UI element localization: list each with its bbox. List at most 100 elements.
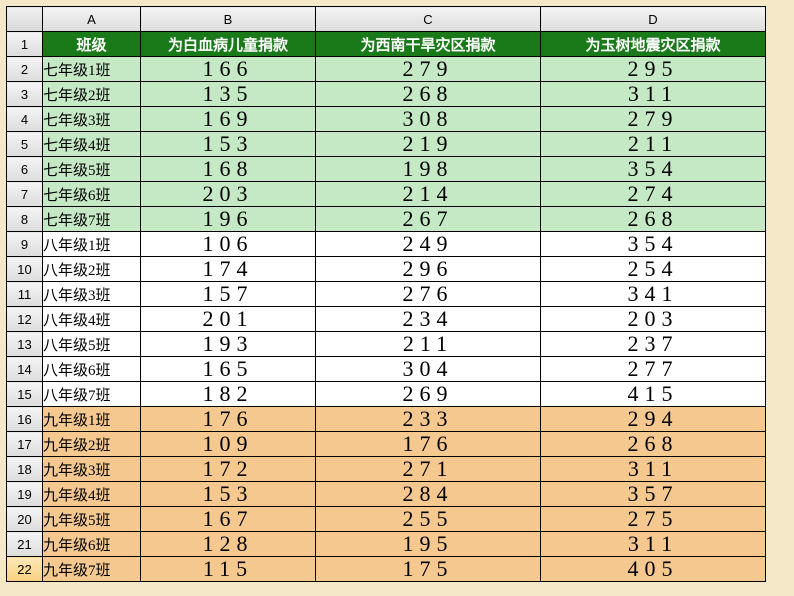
value-cell-b[interactable]: 166 [141,57,316,82]
class-cell[interactable]: 九年级2班 [43,432,141,457]
class-cell[interactable]: 九年级6班 [43,532,141,557]
value-cell-c[interactable]: 279 [316,57,541,82]
value-cell-b[interactable]: 106 [141,232,316,257]
class-cell[interactable]: 八年级5班 [43,332,141,357]
header-d[interactable]: 为玉树地震灾区捐款 [541,32,766,57]
value-cell-c[interactable]: 268 [316,82,541,107]
row-header-16[interactable]: 16 [7,407,43,432]
class-cell[interactable]: 八年级2班 [43,257,141,282]
value-cell-b[interactable]: 109 [141,432,316,457]
value-cell-d[interactable]: 354 [541,232,766,257]
row-header-15[interactable]: 15 [7,382,43,407]
value-cell-d[interactable]: 237 [541,332,766,357]
col-header-d[interactable]: D [541,7,766,32]
class-cell[interactable]: 九年级7班 [43,557,141,582]
value-cell-c[interactable]: 284 [316,482,541,507]
class-cell[interactable]: 九年级3班 [43,457,141,482]
value-cell-b[interactable]: 201 [141,307,316,332]
value-cell-d[interactable]: 354 [541,157,766,182]
value-cell-b[interactable]: 203 [141,182,316,207]
row-header-7[interactable]: 7 [7,182,43,207]
value-cell-b[interactable]: 153 [141,132,316,157]
row-header-18[interactable]: 18 [7,457,43,482]
value-cell-b[interactable]: 169 [141,107,316,132]
header-c[interactable]: 为西南干旱灾区捐款 [316,32,541,57]
row-header-14[interactable]: 14 [7,357,43,382]
value-cell-b[interactable]: 172 [141,457,316,482]
value-cell-d[interactable]: 311 [541,457,766,482]
class-cell[interactable]: 八年级4班 [43,307,141,332]
value-cell-c[interactable]: 255 [316,507,541,532]
class-cell[interactable]: 八年级7班 [43,382,141,407]
value-cell-b[interactable]: 196 [141,207,316,232]
value-cell-d[interactable]: 294 [541,407,766,432]
value-cell-b[interactable]: 135 [141,82,316,107]
value-cell-c[interactable]: 198 [316,157,541,182]
value-cell-b[interactable]: 182 [141,382,316,407]
value-cell-c[interactable]: 267 [316,207,541,232]
header-b[interactable]: 为白血病儿童捐款 [141,32,316,57]
value-cell-c[interactable]: 211 [316,332,541,357]
value-cell-b[interactable]: 176 [141,407,316,432]
value-cell-b[interactable]: 165 [141,357,316,382]
value-cell-c[interactable]: 276 [316,282,541,307]
row-header-21[interactable]: 21 [7,532,43,557]
row-header-4[interactable]: 4 [7,107,43,132]
value-cell-c[interactable]: 219 [316,132,541,157]
value-cell-d[interactable]: 268 [541,207,766,232]
value-cell-d[interactable]: 295 [541,57,766,82]
value-cell-c[interactable]: 176 [316,432,541,457]
row-header-17[interactable]: 17 [7,432,43,457]
row-header-2[interactable]: 2 [7,57,43,82]
value-cell-d[interactable]: 311 [541,82,766,107]
class-cell[interactable]: 九年级4班 [43,482,141,507]
class-cell[interactable]: 七年级2班 [43,82,141,107]
value-cell-d[interactable]: 415 [541,382,766,407]
row-header-8[interactable]: 8 [7,207,43,232]
row-header-22[interactable]: 22 [7,557,43,582]
class-cell[interactable]: 七年级6班 [43,182,141,207]
class-cell[interactable]: 七年级3班 [43,107,141,132]
col-header-b[interactable]: B [141,7,316,32]
value-cell-d[interactable]: 203 [541,307,766,332]
row-header-3[interactable]: 3 [7,82,43,107]
value-cell-d[interactable]: 277 [541,357,766,382]
class-cell[interactable]: 八年级1班 [43,232,141,257]
value-cell-b[interactable]: 128 [141,532,316,557]
row-header-19[interactable]: 19 [7,482,43,507]
class-cell[interactable]: 九年级1班 [43,407,141,432]
class-cell[interactable]: 八年级3班 [43,282,141,307]
row-header-5[interactable]: 5 [7,132,43,157]
value-cell-d[interactable]: 274 [541,182,766,207]
class-cell[interactable]: 七年级5班 [43,157,141,182]
value-cell-c[interactable]: 233 [316,407,541,432]
class-cell[interactable]: 七年级1班 [43,57,141,82]
col-header-c[interactable]: C [316,7,541,32]
value-cell-d[interactable]: 211 [541,132,766,157]
value-cell-d[interactable]: 279 [541,107,766,132]
value-cell-d[interactable]: 268 [541,432,766,457]
value-cell-d[interactable]: 341 [541,282,766,307]
value-cell-c[interactable]: 304 [316,357,541,382]
row-header-6[interactable]: 6 [7,157,43,182]
value-cell-b[interactable]: 193 [141,332,316,357]
class-cell[interactable]: 七年级7班 [43,207,141,232]
col-header-a[interactable]: A [43,7,141,32]
value-cell-c[interactable]: 214 [316,182,541,207]
value-cell-c[interactable]: 234 [316,307,541,332]
value-cell-c[interactable]: 249 [316,232,541,257]
value-cell-b[interactable]: 167 [141,507,316,532]
value-cell-b[interactable]: 153 [141,482,316,507]
value-cell-c[interactable]: 296 [316,257,541,282]
class-cell[interactable]: 八年级6班 [43,357,141,382]
value-cell-c[interactable]: 175 [316,557,541,582]
row-header-11[interactable]: 11 [7,282,43,307]
value-cell-b[interactable]: 174 [141,257,316,282]
value-cell-d[interactable]: 275 [541,507,766,532]
row-header-13[interactable]: 13 [7,332,43,357]
class-cell[interactable]: 七年级4班 [43,132,141,157]
header-class[interactable]: 班级 [43,32,141,57]
value-cell-d[interactable]: 405 [541,557,766,582]
value-cell-b[interactable]: 157 [141,282,316,307]
value-cell-b[interactable]: 115 [141,557,316,582]
